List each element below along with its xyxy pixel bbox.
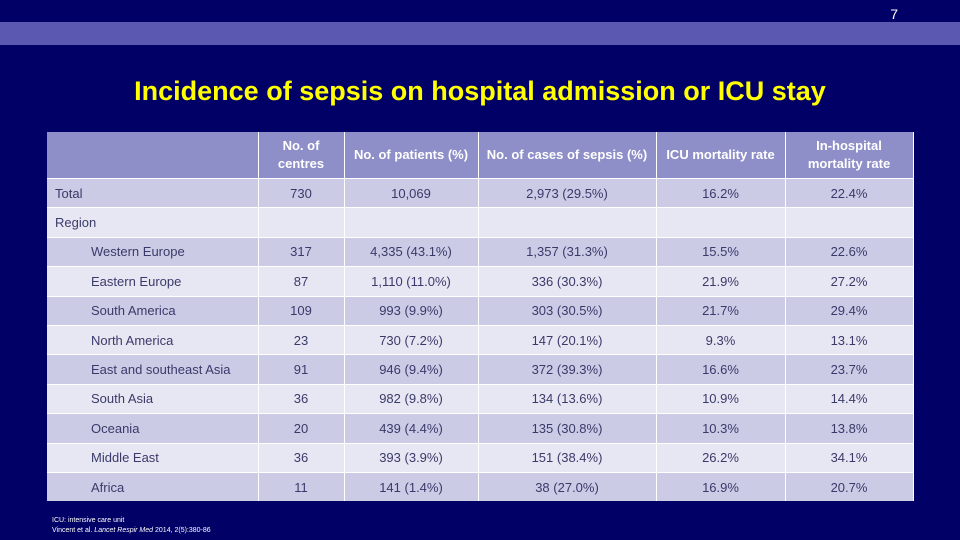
reference-details: 2014, 2(5):380-86 (155, 527, 211, 534)
table-row: Western Europe 317 4,335 (43.1%) 1,357 (31.… (47, 236, 914, 267)
value-cell-sepsis (478, 207, 657, 238)
abbreviation-note: ICU: intensive care unit (52, 517, 125, 524)
table-row: Total 730 10,069 2,973 (29.5%) 16.2% 22.4% (47, 177, 914, 208)
row-label-cell: Eastern Europe (47, 266, 259, 297)
value-cell-hospital: 22.6% (785, 236, 914, 267)
table-row: South America 109 993 (9.9%) 303 (30.5%) 21.… (47, 295, 914, 326)
table-row: Oceania 20 439 (4.4%) 135 (30.8%) 10.3% 13.8% (47, 413, 914, 444)
value-cell-sepsis: 336 (30.3%) (478, 266, 657, 297)
value-cell-icu (656, 207, 786, 238)
row-label-cell: North America (47, 324, 259, 355)
value-cell-sepsis: 147 (20.1%) (478, 324, 657, 355)
row-label-cell: South America (47, 295, 259, 326)
row-label-cell: Region (47, 207, 259, 238)
header-row: No. of centres No. of patients (%) No. o… (47, 132, 914, 179)
value-cell-centres: 91 (258, 354, 345, 385)
header-cell: In-hospital mortality rate (785, 132, 914, 179)
table-row: Region (47, 207, 914, 238)
value-cell-sepsis: 1,357 (31.3%) (478, 236, 657, 267)
row-label-cell: Africa (47, 471, 259, 502)
slide-number: 7 (890, 6, 898, 22)
reference-authors: Vincent et al. (52, 527, 93, 534)
slide-title: Incidence of sepsis on hospital admissio… (134, 76, 826, 106)
value-cell-patients (344, 207, 479, 238)
header-cell (47, 132, 259, 179)
value-cell-centres: 23 (258, 324, 345, 355)
row-label-cell: Western Europe (47, 236, 259, 267)
value-cell-hospital: 22.4% (785, 177, 914, 208)
value-cell-centres: 317 (258, 236, 345, 267)
row-label-cell: Total (47, 177, 259, 208)
value-cell-patients: 993 (9.9%) (344, 295, 479, 326)
value-cell-icu: 21.7% (656, 295, 786, 326)
value-cell-centres (258, 207, 345, 238)
row-label-cell: Oceania (47, 413, 259, 444)
table-row: North America 23 730 (7.2%) 147 (20.1%) 9.3%… (47, 324, 914, 355)
value-cell-centres: 109 (258, 295, 345, 326)
header-cell: No. of patients (%) (344, 132, 479, 179)
table-row: Middle East 36 393 (3.9%) 151 (38.4%) 26.2% 3… (47, 442, 914, 473)
value-cell-centres: 36 (258, 383, 345, 414)
value-cell-centres: 87 (258, 266, 345, 297)
value-cell-hospital: 14.4% (785, 383, 914, 414)
footnotes: ICU: intensive care unit Vincent et al. … (52, 516, 211, 536)
value-cell-icu: 16.9% (656, 471, 786, 502)
value-cell-icu: 26.2% (656, 442, 786, 473)
row-label-cell: Middle East (47, 442, 259, 473)
value-cell-sepsis: 38 (27.0%) (478, 471, 657, 502)
value-cell-patients: 1,110 (11.0%) (344, 266, 479, 297)
table-row: Africa 11 141 (1.4%) 38 (27.0%) 16.9% 20.7% (47, 471, 914, 502)
table-row: South Asia 36 982 (9.8%) 134 (13.6%) 10.9% 14… (47, 383, 914, 414)
value-cell-centres: 36 (258, 442, 345, 473)
value-cell-hospital: 34.1% (785, 442, 914, 473)
header-cell: No. of centres (258, 132, 345, 179)
value-cell-centres: 11 (258, 471, 345, 502)
value-cell-icu: 10.3% (656, 413, 786, 444)
value-cell-centres: 20 (258, 413, 345, 444)
value-cell-hospital: 13.1% (785, 324, 914, 355)
value-cell-sepsis: 372 (39.3%) (478, 354, 657, 385)
value-cell-centres: 730 (258, 177, 345, 208)
value-cell-patients: 946 (9.4%) (344, 354, 479, 385)
row-label-cell: South Asia (47, 383, 259, 414)
table-row: East and southeast Asia 91 946 (9.4%) 372 (… (47, 354, 914, 385)
header-cell: ICU mortality rate (656, 132, 786, 179)
header-cell: No. of cases of sepsis (%) (478, 132, 657, 179)
value-cell-sepsis: 2,973 (29.5%) (478, 177, 657, 208)
value-cell-patients: 982 (9.8%) (344, 383, 479, 414)
value-cell-sepsis: 134 (13.6%) (478, 383, 657, 414)
value-cell-icu: 16.2% (656, 177, 786, 208)
value-cell-icu: 9.3% (656, 324, 786, 355)
value-cell-icu: 15.5% (656, 236, 786, 267)
value-cell-hospital: 27.2% (785, 266, 914, 297)
value-cell-hospital: 13.8% (785, 413, 914, 444)
value-cell-hospital: 20.7% (785, 471, 914, 502)
value-cell-sepsis: 303 (30.5%) (478, 295, 657, 326)
value-cell-patients: 730 (7.2%) (344, 324, 479, 355)
value-cell-hospital: 29.4% (785, 295, 914, 326)
reference-journal: Lancet Respir Med (94, 527, 154, 534)
header-band (0, 22, 960, 45)
value-cell-icu: 10.9% (656, 383, 786, 414)
value-cell-icu: 21.9% (656, 266, 786, 297)
value-cell-patients: 4,335 (43.1%) (344, 236, 479, 267)
value-cell-sepsis: 135 (30.8%) (478, 413, 657, 444)
value-cell-patients: 439 (4.4%) (344, 413, 479, 444)
value-cell-patients: 10,069 (344, 177, 479, 208)
table-row: Eastern Europe 87 1,110 (11.0%) 336 (30.3%)… (47, 266, 914, 297)
row-label-cell: East and southeast Asia (47, 354, 259, 385)
value-cell-hospital: 23.7% (785, 354, 914, 385)
value-cell-patients: 141 (1.4%) (344, 471, 479, 502)
reference-note: Vincent et al. Lancet Respir Med 2014, 2… (52, 526, 211, 536)
value-cell-hospital (785, 207, 914, 238)
value-cell-icu: 16.6% (656, 354, 786, 385)
value-cell-patients: 393 (3.9%) (344, 442, 479, 473)
sepsis-incidence-table: No. of centres No. of patients (%) No. o… (47, 132, 914, 502)
value-cell-sepsis: 151 (38.4%) (478, 442, 657, 473)
